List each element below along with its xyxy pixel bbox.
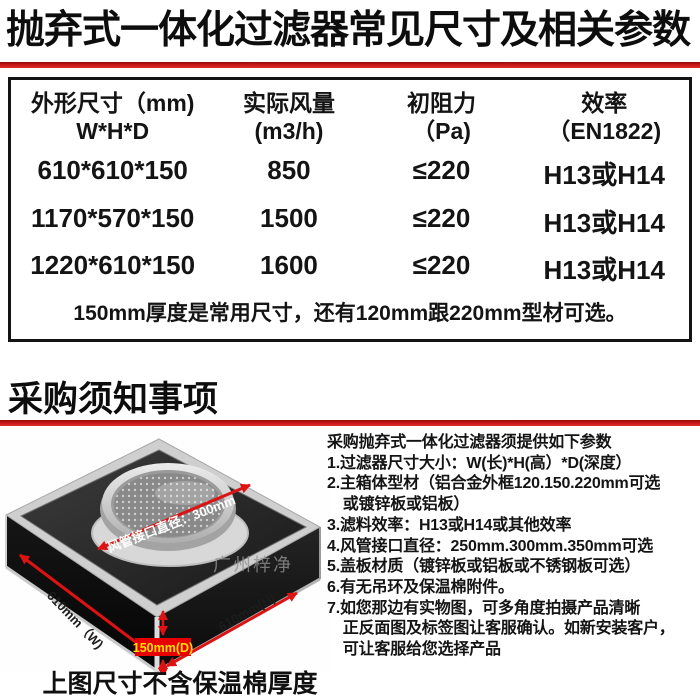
purchase-note-item: 可让客服给您选择产品 [327,641,501,659]
cell-efficiency: H13或H14 [543,207,665,238]
section-divider-line [0,420,700,426]
filter-box-illustration: 广州梓净 风管接口直径：300mm 610mm（W) 610mm(H) 150m… [0,433,330,678]
col-header-line: W*H*D [76,118,150,144]
purchase-notes: 采购抛弃式一体化过滤器须提供如下参数 1.过滤器尺寸大小：W(长)*H(高）*D… [327,433,699,661]
photo-caption: 上图尺寸不含保温棉厚度 [42,670,318,698]
page-title: 抛弃式一体化过滤器常见尺寸及相关参数 [6,9,691,52]
section-title: 采购须知事项 [8,380,219,419]
table-note: 150mm厚度是常用尺寸，还有120mm跟220mm型材可选。 [73,302,627,325]
duct-diameter-arrow [97,483,251,551]
table-row: 1220*610*150 1600 ≤220 H13或H14 [11,250,689,287]
col-header-line: (m3/h) [254,118,324,144]
cell-efficiency: H13或H14 [543,254,665,285]
purchase-note-item: 3.滤料效率：H13或H14或其他效率 [327,516,572,534]
col-header-resistance: 初阻力 （Pa) [364,89,520,145]
table-header-row: 外形尺寸（mm) W*H*D 实际风量 (m3/h) 初阻力 （Pa) 效率 （… [11,89,689,145]
purchase-note-item: 7.如您那边有实物图，可多角度拍摄产品清晰 [327,599,641,617]
purchase-note-item: 6.有无吊环及保温棉附件。 [327,578,514,596]
table-row: 610*610*150 850 ≤220 H13或H14 [11,155,689,192]
depth-dimension-annotation: 150mm(D) [133,610,193,678]
purchase-notes-intro: 采购抛弃式一体化过滤器须提供如下参数 [327,434,612,451]
col-header-airflow: 实际风量 (m3/h) [214,89,363,145]
col-header-line: 实际风量 [242,90,335,116]
purchase-note-item: 5.盖板材质（镀锌板或铝板或不锈钢板可选） [327,558,641,576]
purchase-note-item: 或镀锌板或铝板） [327,496,470,514]
purchase-note-item: 4.风管接口直径：250mm.300mm.350mm可选 [327,537,654,555]
cell-efficiency: H13或H14 [543,160,665,191]
cell-dimensions: 1170*570*150 [30,202,195,233]
cell-resistance: ≤220 [412,249,471,280]
cell-dimensions: 1220*610*150 [30,249,196,280]
col-header-line: 初阻力 [407,90,477,116]
spec-table: 外形尺寸（mm) W*H*D 实际风量 (m3/h) 初阻力 （Pa) 效率 （… [8,77,692,342]
purchase-note-item: 2.主箱体型材（铝合金外框120.150.220mm可选 [327,475,661,493]
col-header-line: 外形尺寸（mm) [30,90,195,116]
cell-dimensions: 610*610*150 [37,155,188,186]
col-header-dimensions: 外形尺寸（mm) W*H*D [11,89,214,145]
purchase-note-item: 正反面图及标签图让客服确认。如新安装客户， [327,620,675,638]
watermark-text: 广州梓净 [213,555,293,575]
col-header-line: （Pa) [412,118,471,144]
cell-resistance: ≤220 [412,202,471,233]
width-dimension-arrow [19,553,151,655]
col-header-line: 效率 [581,90,628,116]
cell-airflow: 1600 [260,249,318,280]
cell-resistance: ≤220 [412,155,471,186]
col-header-line: （EN1822) [547,118,662,144]
cell-airflow: 850 [267,155,311,186]
col-header-efficiency: 效率 （EN1822) [519,89,689,145]
depth-dimension-label: 150mm(D) [133,641,193,655]
depth-label-background [135,638,191,656]
duct-highlight [155,481,215,505]
cell-airflow: 1500 [260,202,318,233]
product-photo: 广州梓净 风管接口直径：300mm 610mm（W) 610mm(H) 150m… [0,433,330,678]
title-divider-line [0,62,700,68]
table-row: 1170*570*150 1500 ≤220 H13或H14 [11,203,689,240]
purchase-note-item: 1.过滤器尺寸大小：W(长)*H(高）*D(深度） [327,454,632,472]
